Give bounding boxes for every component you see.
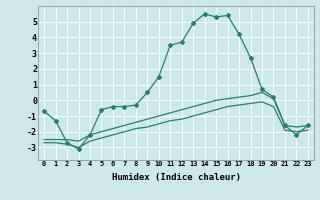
- X-axis label: Humidex (Indice chaleur): Humidex (Indice chaleur): [111, 173, 241, 182]
